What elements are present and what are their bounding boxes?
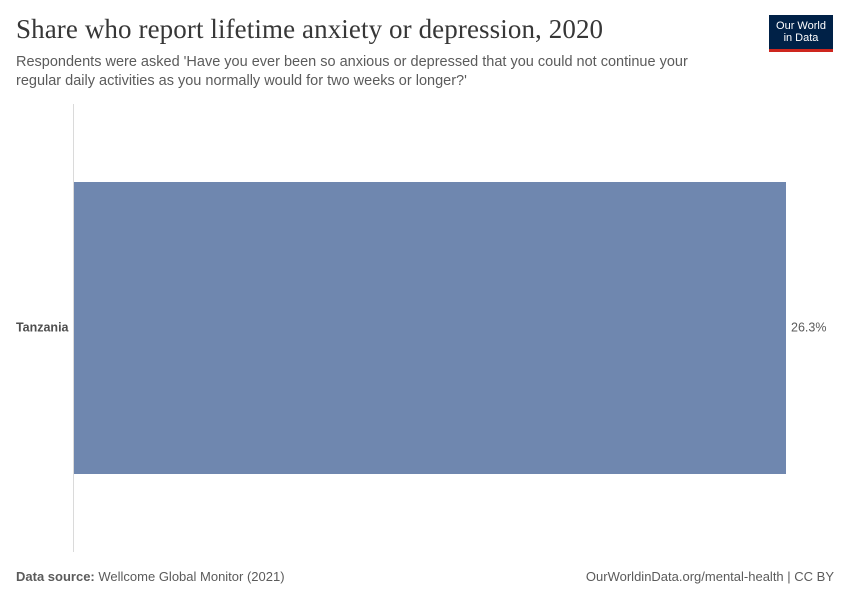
- chart-title: Share who report lifetime anxiety or dep…: [16, 14, 604, 44]
- chart-subtitle: Respondents were asked 'Have you ever be…: [16, 54, 688, 89]
- data-source: Data source: Wellcome Global Monitor (20…: [16, 569, 285, 584]
- bar-tanzania[interactable]: [74, 182, 786, 474]
- logo-line-2: in Data: [783, 32, 819, 44]
- source-url-link[interactable]: OurWorldinData.org/mental-health | CC BY: [585, 569, 834, 584]
- value-label: 26.3%: [791, 320, 826, 334]
- logo-line-1: Our World: [776, 20, 826, 32]
- category-label: Tanzania: [16, 320, 70, 334]
- data-source-label: Data source:: [16, 569, 95, 584]
- data-source-text: Wellcome Global Monitor (2021): [98, 569, 285, 584]
- owid-logo[interactable]: Our World in Data: [769, 15, 833, 52]
